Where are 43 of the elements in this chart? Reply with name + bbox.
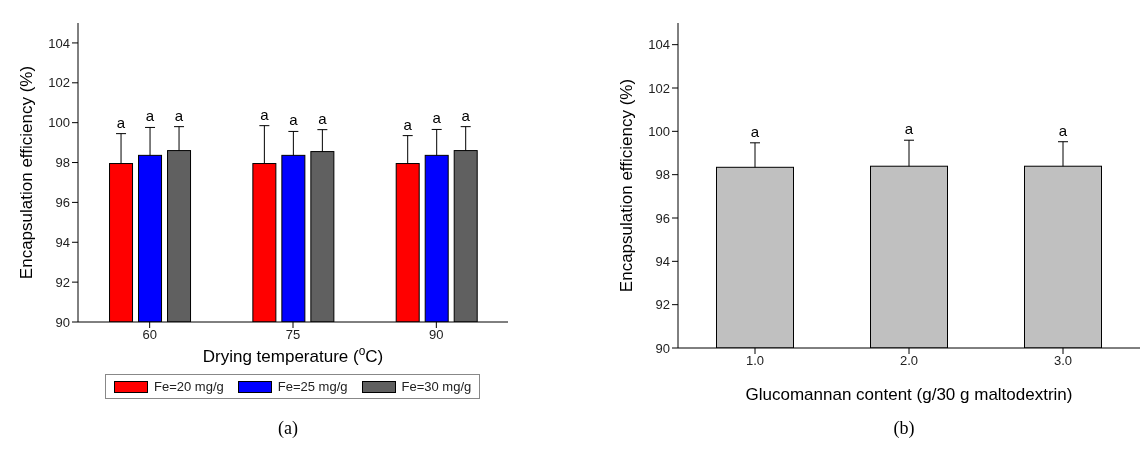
x-tick-label: 60	[142, 327, 157, 343]
data-label: a	[432, 109, 442, 127]
y-tick-label: 98	[655, 167, 670, 183]
y-tick-label: 104	[48, 35, 70, 51]
y-tick-label: 102	[48, 75, 70, 91]
x-tick-label: 2.0	[899, 353, 919, 369]
data-label: a	[318, 109, 328, 127]
text: (a)	[278, 418, 298, 438]
data-label: a	[461, 106, 471, 124]
y-axis-title: Encapsulation efficiency (%)	[617, 78, 636, 293]
data-label: a	[403, 115, 413, 133]
legend-label: Fe=30 mg/g	[400, 379, 472, 394]
y-tick-label: 90	[55, 314, 70, 330]
x-axis-title: Glucomannan content (g/30 g maltodextrin)	[745, 385, 1073, 404]
x-tick-label: 3.0	[1053, 353, 1073, 369]
y-tick-label: 100	[648, 123, 670, 139]
y-tick-label: 104	[648, 37, 670, 53]
data-label: a	[145, 107, 155, 125]
y-tick-label: 94	[655, 253, 670, 269]
data-label: a	[289, 111, 299, 129]
x-tick-label: 1.0	[745, 353, 765, 369]
x-tick-label: 90	[429, 327, 444, 343]
y-tick-label: 96	[655, 210, 670, 226]
y-tick-label: 92	[55, 274, 70, 290]
data-label: a	[904, 120, 914, 138]
x-axis-title: Drying temperature ($^{o}$C)	[202, 344, 384, 366]
x-tick-label: 75	[285, 327, 301, 343]
y-tick-label: 92	[655, 297, 670, 313]
y-tick-label: 96	[55, 195, 70, 211]
y-tick-label: 90	[655, 340, 670, 356]
y-tick-label: 100	[48, 115, 70, 131]
legend-label: Fe=20 mg/g	[153, 379, 224, 394]
y-tick-label: 94	[55, 234, 70, 250]
legend-label: Fe=25 mg/g	[276, 379, 348, 394]
data-label: a	[260, 105, 270, 123]
y-tick-label: 98	[55, 155, 70, 171]
data-label: a	[1058, 121, 1068, 139]
data-label: a	[116, 113, 126, 131]
y-tick-label: 102	[648, 80, 670, 96]
data-label: a	[174, 106, 184, 124]
text: (b)	[893, 418, 915, 438]
data-label: a	[750, 122, 760, 140]
y-axis-title: Encapsulation efficiency (%)	[17, 65, 36, 280]
